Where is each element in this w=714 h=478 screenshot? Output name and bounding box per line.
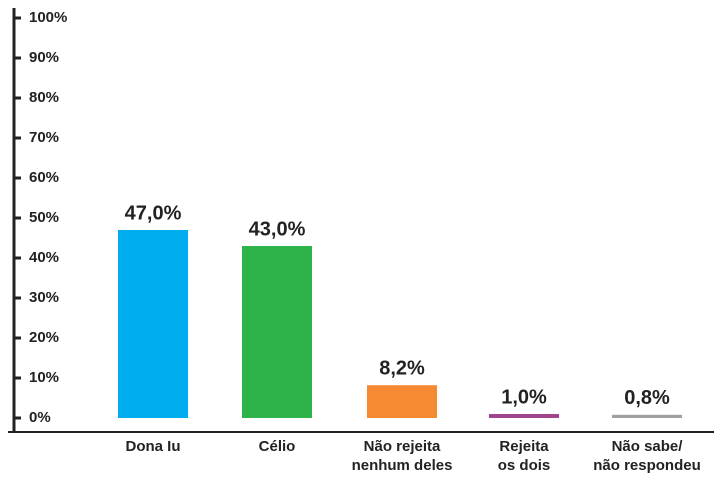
x-tick-label: Dona Iu — [126, 438, 181, 455]
y-tick-label: 100% — [29, 9, 67, 26]
bar — [118, 230, 188, 418]
x-tick-label: Rejeita — [499, 438, 549, 455]
value-label: 1,0% — [501, 386, 547, 408]
y-tick-label: 70% — [29, 129, 59, 146]
x-tick-label: Célio — [259, 438, 296, 455]
bar — [367, 385, 437, 418]
y-tick-label: 80% — [29, 89, 59, 106]
y-tick-label: 40% — [29, 249, 59, 266]
y-tick-label: 0% — [29, 409, 51, 426]
value-label: 47,0% — [125, 202, 182, 224]
x-tick-label: nenhum deles — [352, 457, 453, 474]
x-tick-label: os dois — [498, 457, 551, 474]
bar — [242, 246, 312, 418]
x-tick-label: não respondeu — [593, 457, 701, 474]
y-tick-label: 60% — [29, 169, 59, 186]
value-label: 8,2% — [379, 357, 425, 379]
x-tick-label: Não sabe/ — [612, 438, 684, 455]
value-label: 43,0% — [249, 218, 306, 240]
bar — [489, 414, 559, 418]
y-tick-label: 50% — [29, 209, 59, 226]
bar — [612, 414, 682, 418]
x-tick-label: Não rejeita — [364, 438, 441, 455]
y-tick-label: 90% — [29, 49, 59, 66]
value-label: 0,8% — [624, 387, 670, 409]
y-tick-label: 10% — [29, 369, 59, 386]
y-tick-label: 30% — [29, 289, 59, 306]
y-tick-label: 20% — [29, 329, 59, 346]
